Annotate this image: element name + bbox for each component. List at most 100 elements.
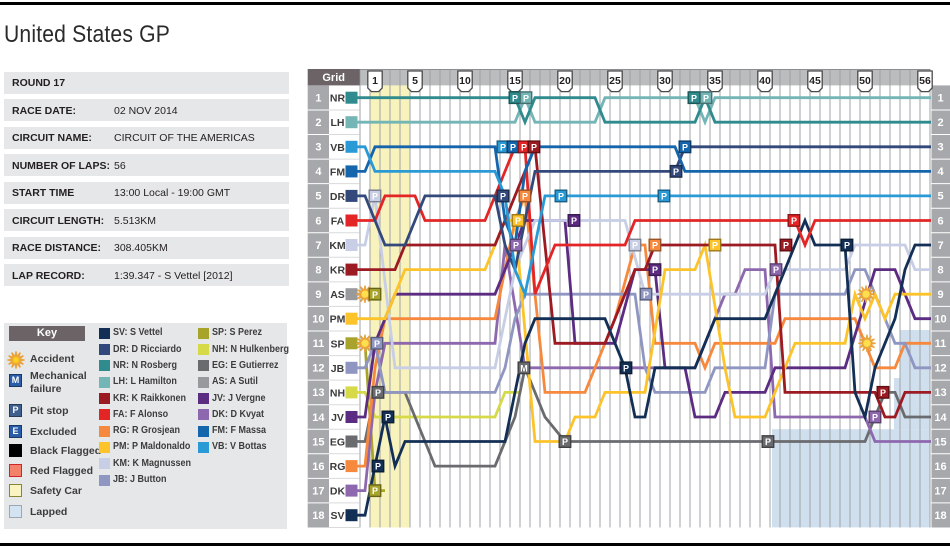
- svg-text:P: P: [515, 216, 521, 226]
- svg-text:9: 9: [315, 289, 321, 301]
- svg-text:PM: PM: [330, 314, 346, 326]
- svg-text:FM: FM: [330, 166, 345, 178]
- svg-text:11: 11: [313, 338, 325, 350]
- svg-text:P: P: [500, 142, 506, 152]
- svg-text:AS: AS: [330, 289, 345, 301]
- svg-text:EG: EG: [330, 437, 345, 449]
- svg-text:16: 16: [934, 461, 946, 473]
- svg-text:5: 5: [412, 75, 418, 87]
- svg-text:P: P: [661, 192, 667, 202]
- svg-text:11: 11: [935, 338, 947, 350]
- svg-text:12: 12: [934, 363, 946, 375]
- svg-text:P: P: [643, 290, 649, 300]
- svg-text:15: 15: [934, 436, 946, 448]
- svg-text:P: P: [531, 142, 537, 152]
- svg-text:12: 12: [312, 363, 324, 375]
- svg-text:P: P: [521, 142, 527, 152]
- svg-text:14: 14: [312, 412, 325, 424]
- svg-text:P: P: [375, 388, 381, 398]
- svg-text:KM: KM: [329, 240, 346, 252]
- svg-text:P: P: [652, 265, 658, 275]
- svg-text:M: M: [520, 363, 528, 373]
- svg-text:14: 14: [934, 412, 947, 424]
- svg-text:P: P: [712, 241, 718, 251]
- svg-text:P: P: [632, 241, 638, 251]
- svg-text:P: P: [385, 413, 391, 423]
- svg-text:18: 18: [934, 510, 946, 522]
- svg-text:3: 3: [315, 142, 321, 154]
- svg-text:1: 1: [937, 93, 943, 105]
- svg-text:P: P: [374, 339, 380, 349]
- svg-text:2: 2: [315, 117, 321, 129]
- svg-text:20: 20: [559, 75, 571, 87]
- svg-text:13: 13: [312, 387, 324, 399]
- svg-text:VB: VB: [330, 142, 345, 154]
- svg-text:P: P: [510, 142, 516, 152]
- svg-text:10: 10: [934, 314, 946, 326]
- svg-text:56: 56: [919, 75, 931, 87]
- svg-text:1: 1: [315, 93, 321, 105]
- svg-text:Grid: Grid: [322, 72, 345, 84]
- svg-text:P: P: [872, 413, 878, 423]
- svg-text:17: 17: [312, 485, 324, 497]
- svg-text:P: P: [682, 142, 688, 152]
- svg-text:P: P: [372, 192, 378, 202]
- svg-text:4: 4: [937, 166, 944, 178]
- svg-text:SV: SV: [330, 510, 344, 522]
- svg-text:P: P: [375, 462, 381, 472]
- svg-text:5: 5: [315, 191, 321, 203]
- svg-text:15: 15: [312, 436, 324, 448]
- svg-text:25: 25: [609, 75, 621, 87]
- svg-text:P: P: [844, 241, 850, 251]
- svg-text:1: 1: [372, 75, 378, 87]
- svg-text:35: 35: [709, 75, 721, 87]
- svg-text:LH: LH: [331, 117, 345, 129]
- svg-text:50: 50: [859, 75, 871, 87]
- svg-text:RG: RG: [330, 461, 346, 473]
- svg-text:10: 10: [459, 75, 471, 87]
- svg-text:P: P: [623, 363, 629, 373]
- svg-text:18: 18: [312, 510, 324, 522]
- svg-text:P: P: [372, 290, 378, 300]
- svg-text:7: 7: [937, 240, 943, 252]
- svg-text:P: P: [523, 93, 529, 103]
- svg-text:30: 30: [659, 75, 671, 87]
- svg-text:13: 13: [934, 387, 946, 399]
- svg-text:7: 7: [315, 240, 321, 252]
- svg-text:P: P: [562, 437, 568, 447]
- svg-text:JV: JV: [331, 412, 344, 424]
- svg-text:P: P: [773, 265, 779, 275]
- svg-text:8: 8: [937, 264, 943, 276]
- svg-text:JB: JB: [331, 363, 345, 375]
- svg-text:P: P: [571, 216, 577, 226]
- svg-text:P: P: [652, 241, 658, 251]
- svg-text:P: P: [765, 437, 771, 447]
- svg-text:SP: SP: [330, 338, 344, 350]
- svg-text:NR: NR: [330, 93, 346, 105]
- svg-text:15: 15: [509, 75, 521, 87]
- svg-text:9: 9: [937, 289, 943, 301]
- svg-text:8: 8: [315, 264, 321, 276]
- svg-text:P: P: [522, 192, 528, 202]
- svg-text:4: 4: [315, 166, 322, 178]
- svg-text:P: P: [691, 93, 697, 103]
- svg-text:17: 17: [934, 485, 946, 497]
- svg-text:P: P: [558, 192, 564, 202]
- svg-text:16: 16: [312, 461, 324, 473]
- svg-text:P: P: [513, 241, 519, 251]
- svg-text:P: P: [791, 216, 797, 226]
- svg-text:KR: KR: [330, 265, 346, 277]
- svg-text:NH: NH: [330, 387, 345, 399]
- svg-text:2: 2: [937, 117, 943, 129]
- svg-text:45: 45: [809, 75, 821, 87]
- svg-text:P: P: [500, 192, 506, 202]
- svg-text:P: P: [783, 241, 789, 251]
- svg-text:P: P: [512, 93, 518, 103]
- svg-text:3: 3: [937, 142, 943, 154]
- svg-text:5: 5: [937, 191, 943, 203]
- svg-text:P: P: [880, 388, 886, 398]
- svg-text:FA: FA: [331, 216, 345, 228]
- svg-text:6: 6: [315, 215, 321, 227]
- svg-text:DK: DK: [330, 486, 346, 498]
- svg-text:DR: DR: [330, 191, 346, 203]
